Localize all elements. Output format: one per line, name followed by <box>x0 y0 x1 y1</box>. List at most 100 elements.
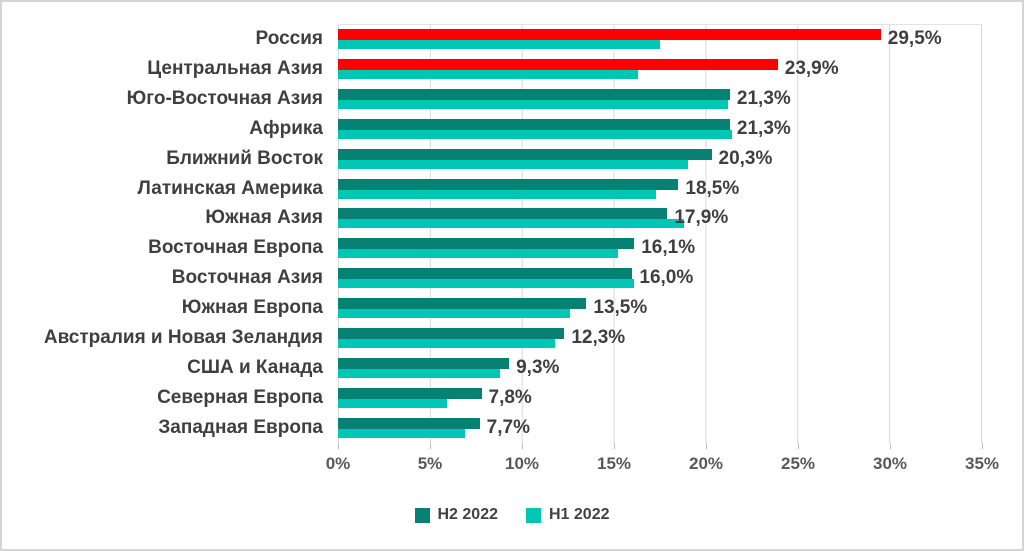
bar-area: 9,3% <box>338 353 982 383</box>
bar-h2-2022 <box>338 417 480 429</box>
bar-h1-2022 <box>338 399 447 409</box>
value-label: 13,5% <box>593 297 648 319</box>
value-label: 9,3% <box>516 357 560 379</box>
tick-mark <box>614 443 615 449</box>
bar-h1-2022 <box>338 99 729 109</box>
bar-h2-2022 <box>338 208 668 220</box>
value-label: 20,3% <box>718 147 773 169</box>
category-label: Восточная Европа <box>148 237 323 259</box>
value-label: 7,7% <box>486 416 530 438</box>
legend-swatch-h2-2022 <box>414 507 430 523</box>
tick-mark <box>706 443 707 449</box>
bar-area: 21,3% <box>338 114 982 144</box>
category-label: США и Канада <box>187 357 323 379</box>
value-label: 18,5% <box>685 177 740 199</box>
category-label: Австралия и Новая Зеландия <box>43 327 323 349</box>
bar-h2-2022 <box>338 328 565 340</box>
bar-area: 23,9% <box>338 54 982 84</box>
legend-swatch-h1-2022 <box>526 507 541 523</box>
chart-row: Австралия и Новая Зеландия 12,3% <box>2 323 982 353</box>
category-label: Центральная Азия <box>147 57 323 79</box>
bar-area: 13,5% <box>338 293 982 323</box>
value-label: 21,3% <box>736 117 791 139</box>
value-label: 23,9% <box>784 57 839 79</box>
chart-row: Латинская Америка 18,5% <box>2 174 982 204</box>
bar-area: 29,5% <box>338 24 982 54</box>
chart-row: Восточная Азия 16,0% <box>2 263 982 293</box>
bar-h1-2022 <box>338 69 638 79</box>
bar-h1-2022 <box>338 249 618 259</box>
legend-item: H2 2022 <box>414 506 499 524</box>
category-label: Северная Европа <box>157 387 323 409</box>
category-label: Юго-Восточная Азия <box>126 87 323 109</box>
bar-h1-2022 <box>338 369 500 379</box>
bar-area: 20,3% <box>338 144 982 174</box>
chart-row: Россия 29,5% <box>2 24 982 54</box>
legend-label: H1 2022 <box>549 506 610 523</box>
bar-h2-2022-highlighted <box>338 58 778 70</box>
legend-label: H2 2022 <box>437 506 499 523</box>
bar-h1-2022 <box>338 39 660 49</box>
bar-h1-2022 <box>338 129 732 139</box>
value-label: 7,8% <box>488 387 532 409</box>
tick-mark <box>430 443 431 449</box>
category-label: Западная Европа <box>158 416 323 438</box>
bar-h2-2022 <box>338 268 633 280</box>
tick-mark <box>890 443 891 449</box>
chart-row: Юго-Восточная Азия 21,3% <box>2 84 982 114</box>
bar-area: 17,9% <box>338 204 982 234</box>
chart-row: Восточная Европа 16,1% <box>2 233 982 263</box>
chart-row: Южная Азия 17,9% <box>2 204 982 234</box>
bar-h1-2022 <box>338 309 570 319</box>
axis-tick-label: 20% <box>688 454 724 473</box>
bar-h1-2022 <box>338 219 684 229</box>
bar-area: 7,7% <box>338 413 982 443</box>
bar-area: 7,8% <box>338 383 982 413</box>
category-label: Южная Азия <box>205 207 323 229</box>
bar-h2-2022 <box>338 148 712 160</box>
bar-h2-2022 <box>338 298 587 310</box>
tick-mark <box>982 443 983 449</box>
bar-area: 16,0% <box>338 263 982 293</box>
tick-mark <box>798 443 799 449</box>
axis-tick-label: 0% <box>325 454 351 473</box>
chart-row: США и Канада 9,3% <box>2 353 982 383</box>
legend-item: H1 2022 <box>526 506 610 524</box>
chart-row: Центральная Азия 23,9% <box>2 54 982 84</box>
value-label: 21,3% <box>736 87 791 109</box>
axis-tick-label: 10% <box>504 454 540 473</box>
category-label: Африка <box>249 117 323 139</box>
chart-rows: Россия 29,5% Центральная Азия 23,9% Юго-Вост… <box>2 24 982 443</box>
axis-tick-label: 15% <box>596 454 632 473</box>
tick-mark <box>338 443 339 449</box>
chart-row: Южная Европа 13,5% <box>2 293 982 323</box>
bar-h2-2022-highlighted <box>338 28 881 40</box>
bar-h2-2022 <box>338 178 679 190</box>
x-axis: 0% 5% 10% 15% 20% 25% 30% 35% <box>326 443 999 481</box>
value-label: 12,3% <box>571 327 626 349</box>
bar-area: 18,5% <box>338 174 982 204</box>
axis-tick-label: 30% <box>872 454 908 473</box>
bar-area: 16,1% <box>338 233 982 263</box>
chart-row: Ближний Восток 20,3% <box>2 144 982 174</box>
category-label: Южная Европа <box>181 297 323 319</box>
bar-area: 12,3% <box>338 323 982 353</box>
chart-legend: H2 2022 H1 2022 <box>2 506 1022 524</box>
bar-h1-2022 <box>338 159 688 169</box>
bar-h1-2022 <box>338 189 657 199</box>
category-label: Россия <box>255 27 323 49</box>
axis-tick-label: 5% <box>417 454 443 473</box>
axis-tick-label: 35% <box>964 454 1000 473</box>
bar-area: 21,3% <box>338 84 982 114</box>
value-label: 17,9% <box>674 207 729 229</box>
chart-row: Западная Европа 7,7% <box>2 413 982 443</box>
chart-row: Африка 21,3% <box>2 114 982 144</box>
bar-h2-2022 <box>338 358 510 370</box>
bar-h1-2022 <box>338 428 465 438</box>
axis-tick-label: 25% <box>780 454 816 473</box>
bar-h1-2022 <box>338 279 635 289</box>
bar-h2-2022 <box>338 388 482 400</box>
category-label: Восточная Азия <box>171 267 323 289</box>
value-label: 16,1% <box>641 237 696 259</box>
